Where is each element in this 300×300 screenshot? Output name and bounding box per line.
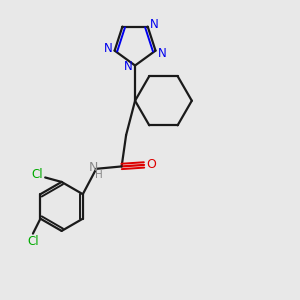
Text: O: O xyxy=(147,158,156,171)
Text: N: N xyxy=(88,161,98,174)
Text: N: N xyxy=(104,42,112,55)
Text: H: H xyxy=(95,170,103,180)
Text: N: N xyxy=(150,18,159,31)
Text: N: N xyxy=(124,61,133,74)
Text: N: N xyxy=(158,46,167,59)
Text: Cl: Cl xyxy=(27,236,39,248)
Text: Cl: Cl xyxy=(31,168,43,181)
